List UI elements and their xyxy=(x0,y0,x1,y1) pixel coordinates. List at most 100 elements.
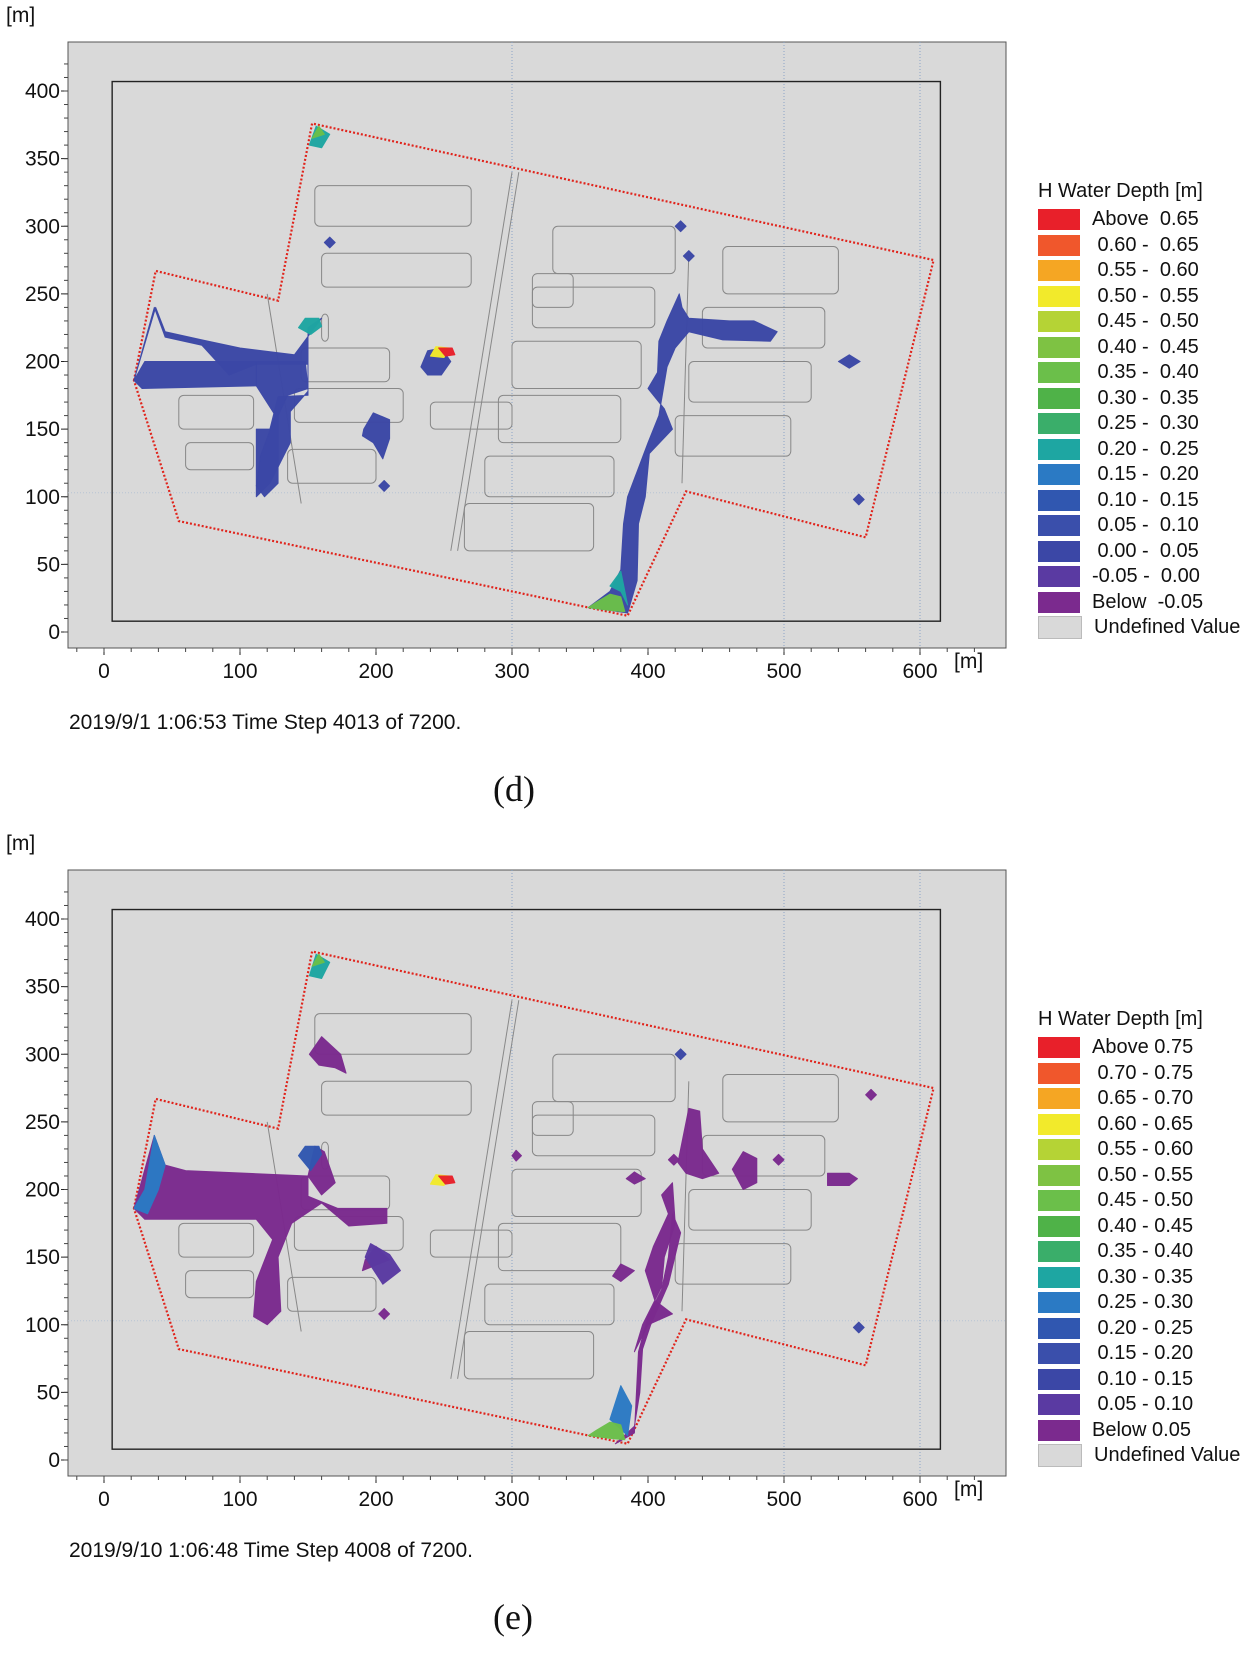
flood-patch xyxy=(667,1153,680,1166)
building-outline xyxy=(531,1114,656,1157)
legend-label: 0.70 - 0.75 xyxy=(1092,1061,1194,1084)
legend-item: 0.00 - 0.05 xyxy=(1038,539,1258,565)
legend-item: 0.15 - 0.20 xyxy=(1038,462,1258,488)
legend-swatch xyxy=(1038,362,1080,384)
flood-patch xyxy=(587,593,626,613)
legend-item: 0.25 - 0.30 xyxy=(1038,1290,1258,1316)
x-tick-label: 300 xyxy=(494,1488,529,1511)
legend-item: Above 0.75 xyxy=(1038,1035,1258,1061)
legend-item: 0.30 - 0.35 xyxy=(1038,1265,1258,1291)
legend-title: H Water Depth [m] xyxy=(1038,1008,1203,1030)
legend-swatch xyxy=(1038,464,1080,486)
y-tick-label: 150 xyxy=(25,1246,60,1269)
flood-patch xyxy=(511,1149,523,1162)
legend-swatch xyxy=(1038,1343,1080,1365)
flood-map-d: 0 100 200 300 400 500 600 0 50 100 150 200 250 300 350… xyxy=(25,41,1007,683)
building-outline xyxy=(484,1283,615,1326)
legend-label: 0.00 - 0.05 xyxy=(1092,539,1199,562)
legend-swatch xyxy=(1038,591,1080,613)
legend-label: 0.50 - 0.55 xyxy=(1092,284,1199,307)
legend-item: 0.60 - 0.65 xyxy=(1038,233,1258,259)
legend-title: H Water Depth [m] xyxy=(1038,180,1203,202)
legend-swatch xyxy=(1038,234,1080,256)
x-tick-label: 100 xyxy=(222,1488,257,1511)
legend-label: 0.25 - 0.30 xyxy=(1092,1291,1194,1314)
legend-swatch xyxy=(1038,1215,1080,1237)
legend-item: 0.60 - 0.65 xyxy=(1038,1112,1258,1138)
building-outline xyxy=(321,1080,472,1116)
building-outline xyxy=(688,1189,812,1231)
building-outline xyxy=(185,442,255,471)
legend-label: 0.40 - 0.45 xyxy=(1092,335,1199,358)
y-tick-label: 250 xyxy=(25,283,60,306)
flood-patch xyxy=(311,125,325,139)
flood-patch xyxy=(587,293,778,614)
legend-item: 0.45 - 0.50 xyxy=(1038,309,1258,335)
x-tick-label: 0 xyxy=(98,1488,110,1511)
legend-item: 0.20 - 0.25 xyxy=(1038,437,1258,463)
legend-label: Undefined Value xyxy=(1094,616,1241,639)
x-axis-unit: [m] xyxy=(954,1478,984,1501)
road-line xyxy=(450,172,513,551)
flood-patch xyxy=(633,1182,676,1353)
legend-label: Above 0.65 xyxy=(1092,208,1199,231)
panel-e: [m] 0 100 200 300 400 500 600 0 50 100 150 200 250 30… xyxy=(0,828,1260,1656)
legend-label: 0.65 - 0.70 xyxy=(1092,1087,1194,1110)
x-tick-label: 0 xyxy=(98,660,110,683)
legend-item: 0.65 - 0.70 xyxy=(1038,1086,1258,1112)
legend-item: 0.35 - 0.40 xyxy=(1038,360,1258,386)
legend-swatch xyxy=(1038,1266,1080,1288)
panel-caption: (e) xyxy=(493,1597,533,1637)
x-axis-unit: [m] xyxy=(954,650,984,673)
legend-label: 0.45 - 0.50 xyxy=(1092,310,1199,333)
legend-label: Below 0.05 xyxy=(1092,1418,1191,1441)
legend-item: 0.70 - 0.75 xyxy=(1038,1061,1258,1087)
legend-swatch xyxy=(1038,311,1080,333)
legend-label: 0.20 - 0.25 xyxy=(1092,1316,1194,1339)
x-tick-label: 200 xyxy=(358,1488,393,1511)
building-outline xyxy=(429,401,513,430)
legend-swatch xyxy=(1038,489,1080,511)
legend-swatch xyxy=(1038,1190,1080,1212)
flood-patch xyxy=(361,412,391,460)
building-outline xyxy=(314,185,472,227)
legend-label: Undefined Value xyxy=(1094,1444,1241,1467)
flood-patch xyxy=(133,361,257,390)
flood-map-e: 0 100 200 300 400 500 600 0 50 100 150 200 250 300 350… xyxy=(25,869,1007,1511)
legend-swatch xyxy=(1038,1368,1080,1390)
legend-label: 0.45 - 0.50 xyxy=(1092,1189,1194,1212)
legend-swatch xyxy=(1038,1292,1080,1314)
legend-label: 0.05 - 0.10 xyxy=(1092,1393,1194,1416)
legend-swatch xyxy=(1038,1164,1080,1186)
flood-patch xyxy=(587,1421,626,1441)
axes: 0 100 200 300 400 500 600 0 50 100 150 200 250 300 350… xyxy=(25,891,975,1511)
legend-swatch xyxy=(1038,1139,1080,1161)
legend-swatch xyxy=(1038,1088,1080,1110)
building-outline xyxy=(511,1168,642,1218)
legend-swatch xyxy=(1038,209,1080,231)
flood-patch xyxy=(378,1308,391,1320)
legend-swatch xyxy=(1038,336,1080,358)
legend-item: 0.25 - 0.30 xyxy=(1038,411,1258,437)
flood-patch xyxy=(852,1321,865,1334)
y-tick-label: 300 xyxy=(25,215,60,238)
flood-patch xyxy=(612,1263,635,1282)
y-tick-label: 300 xyxy=(25,1043,60,1066)
legend-swatch xyxy=(1038,285,1080,307)
x-tick-label: 300 xyxy=(494,660,529,683)
timestep-label: 2019/9/10 1:06:48 Time Step 4008 of 7200… xyxy=(69,1539,473,1562)
legend-label: -0.05 - 0.00 xyxy=(1092,565,1200,588)
building-outline xyxy=(552,1053,676,1103)
building-outline xyxy=(531,286,656,329)
building-outline xyxy=(321,313,329,342)
legend-item: 0.20 - 0.25 xyxy=(1038,1316,1258,1342)
legend-label: 0.15 - 0.20 xyxy=(1092,463,1199,486)
legend-item: 0.35 - 0.40 xyxy=(1038,1239,1258,1265)
x-tick-label: 400 xyxy=(630,660,665,683)
flood-patch xyxy=(308,1036,347,1074)
legend-label: 0.55 - 0.60 xyxy=(1092,259,1199,282)
y-tick-label: 50 xyxy=(37,553,60,576)
building-outline xyxy=(688,361,812,403)
x-tick-label: 100 xyxy=(222,660,257,683)
legend-swatch xyxy=(1038,1113,1080,1135)
